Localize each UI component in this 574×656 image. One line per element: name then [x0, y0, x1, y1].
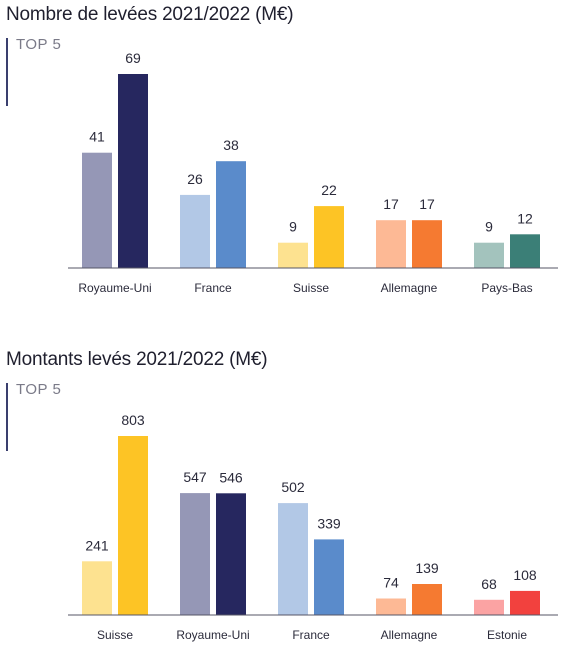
- bar-france-1: [278, 503, 308, 615]
- data-label: 17: [419, 196, 435, 212]
- data-label: 9: [289, 219, 297, 235]
- data-label: 22: [321, 182, 337, 198]
- data-label: 9: [485, 219, 493, 235]
- top5-badge: TOP 5: [16, 36, 62, 53]
- bar-chart-levees: 41 69 Royaume-Uni 26 38 France 9 22 Suisse 17 17 Al…: [68, 50, 558, 295]
- bar-royaume-uni-1: [180, 493, 210, 615]
- accent-bar: [6, 383, 8, 451]
- bar-suisse-2: [118, 436, 148, 615]
- bar-royaume-uni-2: [118, 74, 148, 268]
- bar-chart-montants: 241 803 Suisse 547 546 Royaume-Uni 502 339 Franc…: [68, 412, 558, 642]
- x-tick-label: Suisse: [293, 281, 329, 295]
- chart-title: Montants levés 2021/2022 (M€): [6, 349, 268, 370]
- data-label: 17: [383, 196, 399, 212]
- bar-allemagne-2: [412, 584, 442, 615]
- bar-france-2: [216, 161, 246, 268]
- chart-panel-montants: Montants levés 2021/2022 (M€) TOP 5 241 8…: [0, 345, 574, 656]
- x-tick-label: Allemagne: [381, 628, 438, 642]
- bar-estonie-1: [474, 599, 504, 615]
- data-label: 68: [481, 576, 497, 592]
- bar-allemagne-2: [412, 220, 442, 268]
- x-tick-label: Royaume-Uni: [176, 628, 249, 642]
- bar-royaume-uni-1: [82, 152, 112, 268]
- bar-suisse-2: [314, 206, 344, 268]
- bar-estonie-2: [510, 590, 540, 615]
- bar-france-1: [180, 194, 210, 268]
- x-tick-label: Pays-Bas: [481, 281, 532, 295]
- data-label: 241: [85, 537, 109, 553]
- top5-badge: TOP 5: [16, 381, 62, 398]
- data-label: 69: [125, 50, 141, 66]
- data-label: 74: [383, 575, 399, 591]
- data-label: 41: [89, 129, 105, 145]
- bar-pays-bas-2: [510, 234, 540, 268]
- data-label: 339: [317, 515, 341, 531]
- data-label: 139: [415, 560, 439, 576]
- chart-title: Nombre de levées 2021/2022 (M€): [6, 4, 294, 25]
- x-tick-label: Allemagne: [381, 281, 438, 295]
- data-label: 12: [517, 210, 533, 226]
- data-label: 108: [513, 567, 537, 583]
- bar-royaume-uni-2: [216, 493, 246, 615]
- data-label: 502: [281, 479, 305, 495]
- chart-panel-levees: Nombre de levées 2021/2022 (M€) TOP 5 41…: [6, 4, 558, 295]
- bar-allemagne-1: [376, 598, 406, 615]
- bar-allemagne-1: [376, 220, 406, 268]
- bar-pays-bas-1: [474, 242, 504, 268]
- x-tick-label: Estonie: [487, 628, 527, 642]
- x-tick-label: Royaume-Uni: [78, 281, 151, 295]
- x-tick-label: France: [194, 281, 232, 295]
- bar-suisse-1: [278, 242, 308, 268]
- data-label: 546: [219, 469, 243, 485]
- bar-france-2: [314, 539, 344, 615]
- data-label: 547: [183, 469, 207, 485]
- bar-suisse-1: [82, 561, 112, 615]
- x-tick-label: Suisse: [97, 628, 133, 642]
- data-label: 38: [223, 137, 239, 153]
- accent-bar: [6, 38, 8, 106]
- data-label: 803: [121, 412, 145, 428]
- x-tick-label: France: [292, 628, 330, 642]
- data-label: 26: [187, 171, 203, 187]
